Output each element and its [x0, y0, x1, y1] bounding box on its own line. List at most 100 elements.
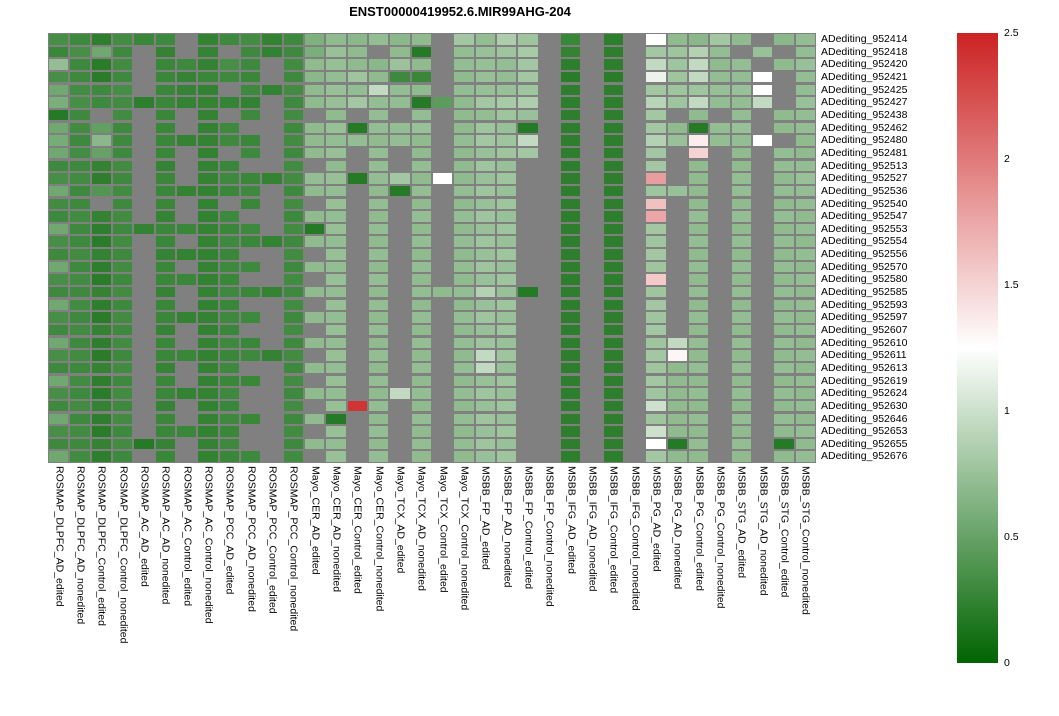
heatmap-cell	[113, 249, 133, 260]
heatmap-cell	[795, 46, 815, 58]
heatmap-cell	[433, 84, 453, 96]
heatmap-cell	[91, 261, 111, 273]
heatmap-cell	[155, 451, 175, 462]
heatmap-cell	[603, 324, 623, 336]
heatmap-cell	[433, 451, 453, 462]
heatmap-cell	[561, 223, 581, 235]
heatmap-cell	[411, 451, 431, 462]
heatmap-cell	[113, 426, 133, 437]
heatmap-cell	[731, 173, 751, 184]
column-label: Mayo_CER_Control_edited	[347, 466, 368, 666]
heatmap-cell	[689, 198, 709, 209]
heatmap-cell	[347, 160, 367, 171]
heatmap-cell	[177, 438, 197, 450]
heatmap-cell	[198, 362, 218, 374]
heatmap-cell	[646, 350, 666, 361]
heatmap-cell	[198, 312, 218, 323]
column-label-text: ROSMAP_PCC_AD_nonedited	[245, 466, 258, 612]
heatmap-cell	[518, 249, 538, 260]
heatmap-cell	[91, 198, 111, 209]
heatmap-cell	[646, 274, 666, 285]
column-label: ROSMAP_PCC_Control_nonedited	[283, 466, 304, 666]
heatmap-cell	[753, 198, 773, 209]
heatmap-cell	[262, 375, 282, 386]
heatmap-cell	[91, 59, 111, 70]
column-label: ROSMAP_AC_AD_edited	[133, 466, 154, 666]
column-label-text: MSBB_IFG_Control_nonedited	[629, 466, 642, 611]
heatmap-cell	[689, 388, 709, 399]
heatmap-cell	[326, 84, 346, 96]
column-label: ROSMAP_AC_AD_nonedited	[155, 466, 176, 666]
heatmap-cell	[433, 337, 453, 349]
column-label: MSBB_PG_Control_edited	[688, 466, 709, 666]
heatmap-cell	[625, 299, 645, 311]
heatmap-cell	[753, 97, 773, 108]
heatmap-cell	[710, 223, 730, 235]
heatmap-cell	[646, 223, 666, 235]
heatmap-cell	[134, 109, 154, 121]
heatmap-cell	[518, 337, 538, 349]
heatmap-cell	[603, 249, 623, 260]
heatmap-cell	[369, 211, 389, 222]
heatmap-cell	[134, 173, 154, 184]
heatmap-cell	[561, 312, 581, 323]
heatmap-cell	[49, 147, 69, 159]
heatmap-cell	[454, 122, 474, 134]
row-label: ADediting_952570	[821, 260, 908, 273]
heatmap-cell	[795, 109, 815, 121]
heatmap-cell	[49, 375, 69, 386]
heatmap-cell	[667, 438, 687, 450]
heatmap-cell	[411, 84, 431, 96]
heatmap-cell	[305, 72, 325, 83]
heatmap-cell	[113, 451, 133, 462]
heatmap-cell	[49, 312, 69, 323]
heatmap-cell	[369, 438, 389, 450]
column-label: MSBB_FP_Control_edited	[517, 466, 538, 666]
heatmap-cell	[518, 72, 538, 83]
heatmap-cell	[625, 287, 645, 298]
heatmap-cell	[731, 274, 751, 285]
heatmap-cell	[390, 147, 410, 159]
heatmap-cell	[262, 299, 282, 311]
colorbar-gradient	[957, 33, 998, 663]
column-label: MSBB_PG_Control_nonedited	[709, 466, 730, 666]
heatmap-cell	[753, 72, 773, 83]
heatmap-cell	[390, 312, 410, 323]
heatmap-cell	[454, 160, 474, 171]
heatmap-cell	[390, 426, 410, 437]
heatmap-cell	[70, 388, 90, 399]
heatmap-cell	[219, 274, 239, 285]
heatmap-cell	[731, 34, 751, 45]
heatmap-cell	[774, 160, 794, 171]
heatmap-cell	[753, 375, 773, 386]
heatmap-cell	[390, 84, 410, 96]
heatmap-cell	[283, 312, 303, 323]
heatmap-cell	[561, 362, 581, 374]
heatmap-cell	[134, 46, 154, 58]
heatmap-cell	[113, 438, 133, 450]
heatmap-cell	[198, 287, 218, 298]
heatmap-cell	[198, 438, 218, 450]
heatmap-cell	[113, 135, 133, 146]
heatmap-cell	[454, 350, 474, 361]
heatmap-cell	[262, 173, 282, 184]
heatmap-cell	[70, 160, 90, 171]
heatmap-cell	[625, 388, 645, 399]
heatmap-cell	[731, 261, 751, 273]
heatmap-cell	[369, 413, 389, 424]
heatmap-cell	[710, 400, 730, 412]
heatmap-cell	[411, 388, 431, 399]
heatmap-cell	[753, 46, 773, 58]
column-label-text: MSBB_FP_Control_nonedited	[543, 466, 556, 607]
heatmap-cell	[646, 198, 666, 209]
heatmap-cell	[497, 173, 517, 184]
heatmap-cell	[625, 337, 645, 349]
heatmap-cell	[113, 287, 133, 298]
heatmap-cell	[689, 400, 709, 412]
heatmap-cell	[795, 324, 815, 336]
heatmap-cell	[603, 413, 623, 424]
heatmap-cell	[411, 109, 431, 121]
heatmap-cell	[70, 438, 90, 450]
heatmap-cell	[518, 426, 538, 437]
heatmap-cell	[454, 84, 474, 96]
